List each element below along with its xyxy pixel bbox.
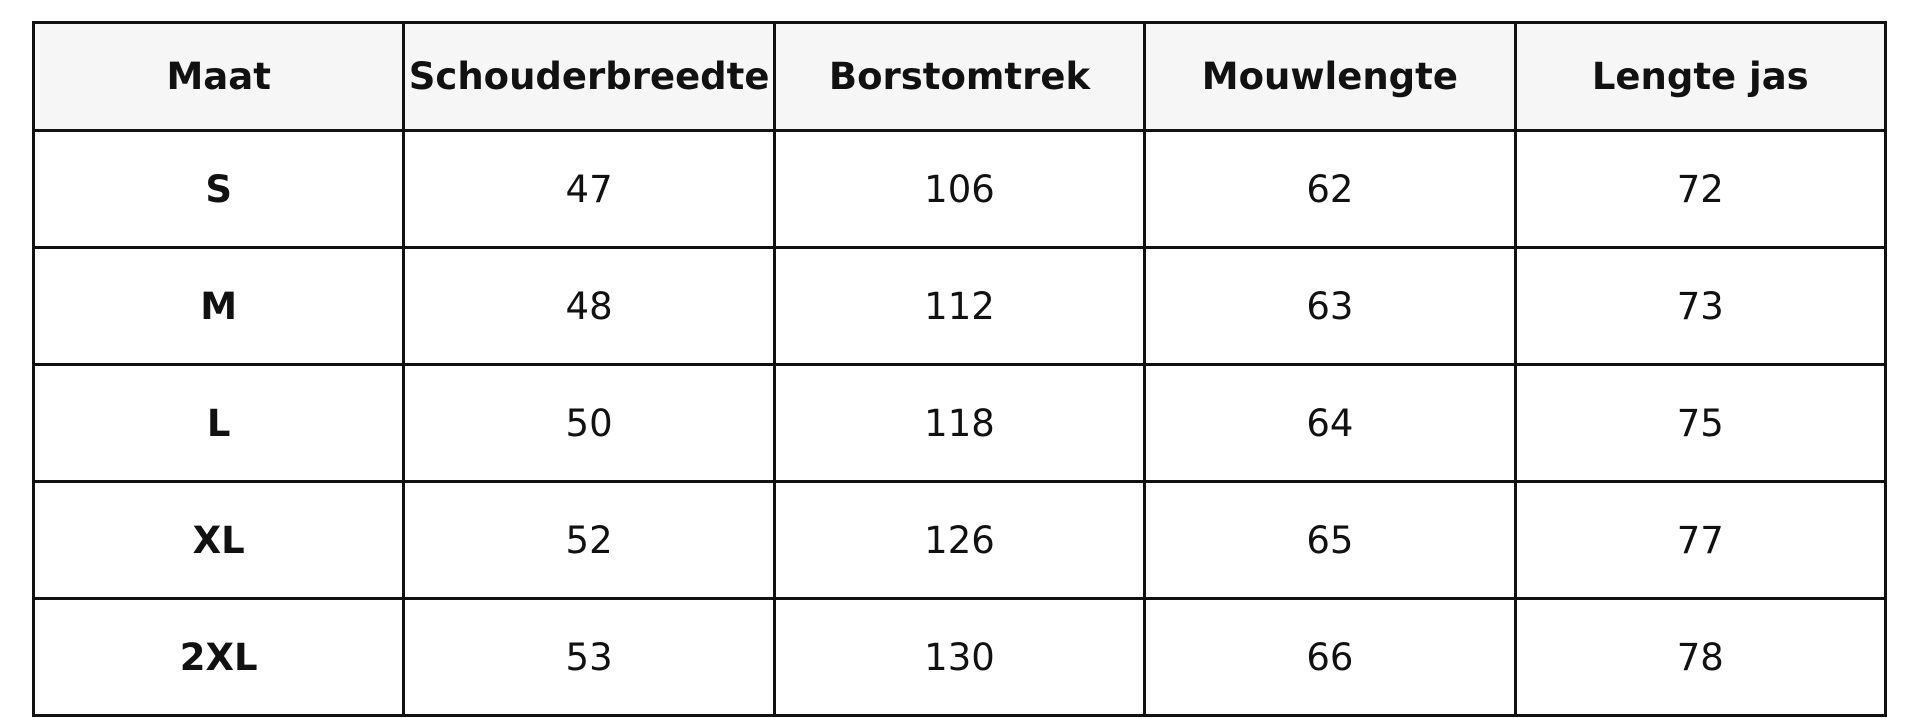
- table-body: S 47 106 62 72 M 48 112 63 73 L 50 118 64 75 XL 52 126 65 7…: [31, 129, 1888, 717]
- value-cell: 73: [1513, 246, 1888, 366]
- size-cell: XL: [31, 480, 406, 600]
- table-row: S 47 106 62 72: [31, 129, 1888, 249]
- value-cell: 77: [1513, 480, 1888, 600]
- value-cell: 48: [402, 246, 776, 366]
- table-row: M 48 112 63 73: [31, 246, 1888, 366]
- size-cell: 2XL: [31, 597, 406, 717]
- table-row: L 50 118 64 75: [31, 363, 1888, 483]
- value-cell: 66: [1143, 597, 1517, 717]
- value-cell: 78: [1513, 597, 1888, 717]
- value-cell: 118: [772, 363, 1147, 483]
- value-cell: 75: [1513, 363, 1888, 483]
- value-cell: 64: [1143, 363, 1517, 483]
- table-row: XL 52 126 65 77: [31, 480, 1888, 600]
- size-cell: L: [31, 363, 406, 483]
- header-cell: Maat: [31, 21, 406, 132]
- header-cell: Borstomtrek: [772, 21, 1147, 132]
- value-cell: 62: [1143, 129, 1517, 249]
- value-cell: 50: [402, 363, 776, 483]
- value-cell: 63: [1143, 246, 1517, 366]
- header-cell: Mouwlengte: [1143, 21, 1517, 132]
- header-row: Maat Schouderbreedte Borstomtrek Mouwlengte…: [31, 21, 1888, 132]
- size-cell: M: [31, 246, 406, 366]
- value-cell: 72: [1513, 129, 1888, 249]
- value-cell: 52: [402, 480, 776, 600]
- header-cell: Schouderbreedte: [402, 21, 776, 132]
- table-row: 2XL 53 130 66 78: [31, 597, 1888, 717]
- value-cell: 130: [772, 597, 1147, 717]
- value-cell: 106: [772, 129, 1147, 249]
- header-cell: Lengte jas: [1513, 21, 1888, 132]
- table-header: Maat Schouderbreedte Borstomtrek Mouwlengte…: [31, 21, 1888, 132]
- size-cell: S: [31, 129, 406, 249]
- value-cell: 65: [1143, 480, 1517, 600]
- value-cell: 47: [402, 129, 776, 249]
- value-cell: 53: [402, 597, 776, 717]
- value-cell: 112: [772, 246, 1147, 366]
- size-table: Maat Schouderbreedte Borstomtrek Mouwlengte…: [31, 21, 1888, 717]
- value-cell: 126: [772, 480, 1147, 600]
